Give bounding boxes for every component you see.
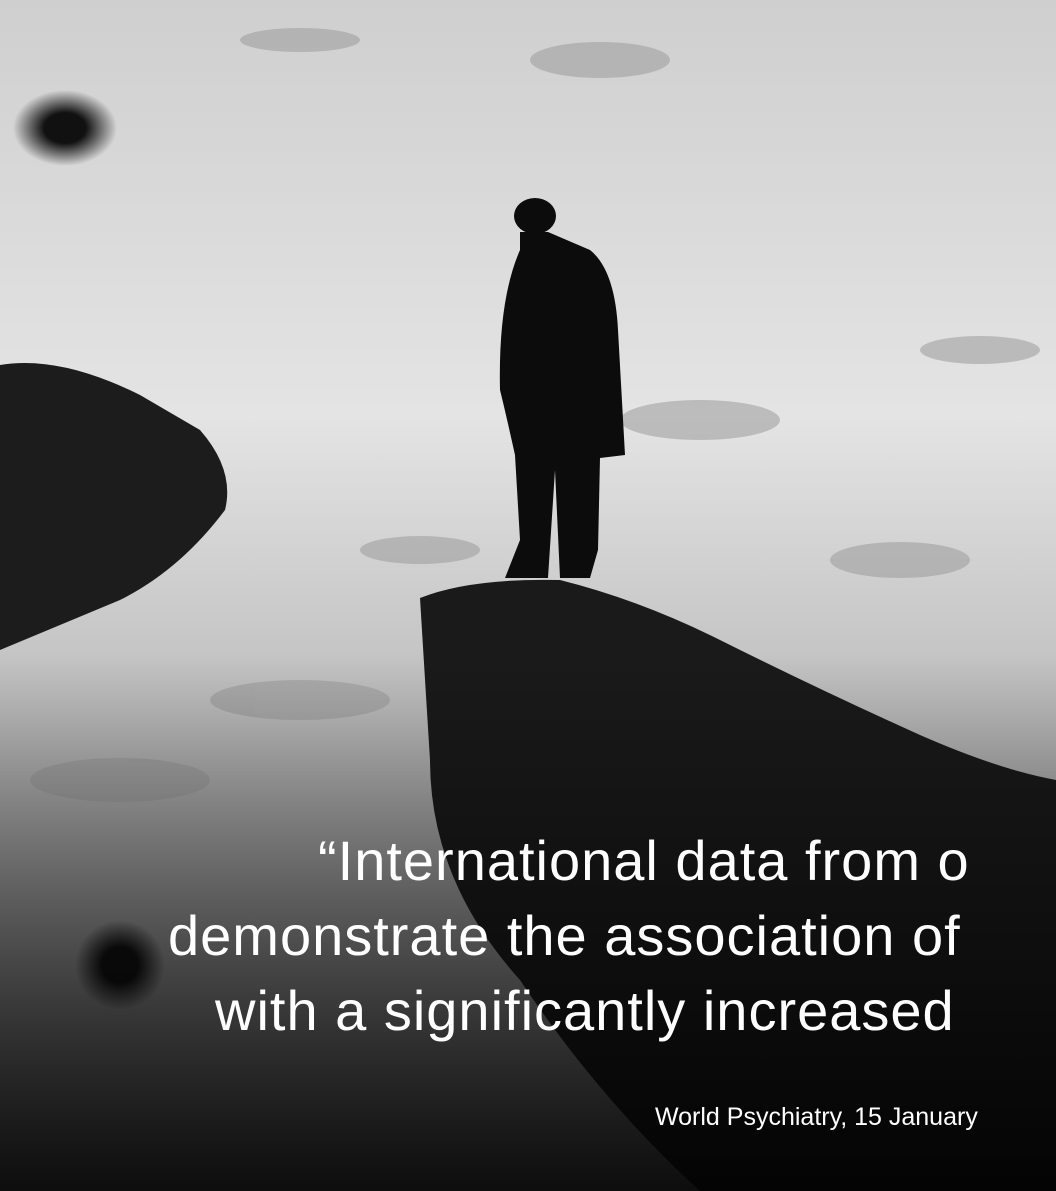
quote-line: demonstrate the association of	[168, 904, 961, 967]
quote-source: World Psychiatry, 15 January	[655, 1103, 978, 1131]
hero-image: “International data from o demonstrate t…	[0, 0, 1056, 1191]
quote-line: “International data from o	[318, 829, 970, 892]
quote-line: with a significantly increased	[214, 979, 955, 1042]
page: “International data from o demonstrate t…	[0, 0, 1056, 1191]
